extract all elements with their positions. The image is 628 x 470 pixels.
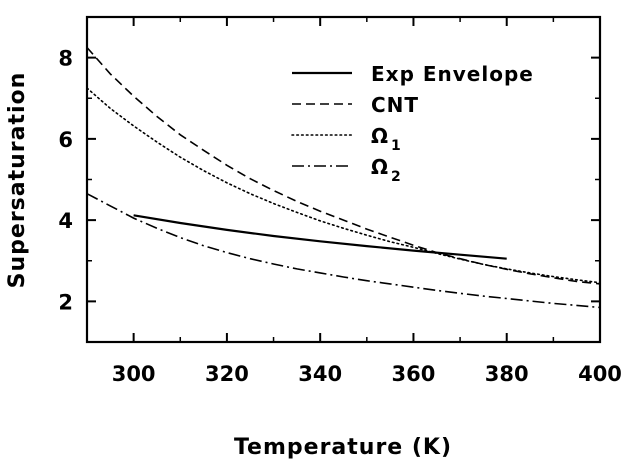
series-line-3	[86, 87, 601, 284]
x-tick-label: 320	[205, 362, 249, 386]
series-line-1	[133, 214, 507, 260]
x-axis-label: Temperature (K)	[234, 435, 452, 460]
x-tick-label: 300	[112, 362, 156, 386]
plot-series	[86, 46, 601, 309]
series-line-4	[86, 192, 601, 309]
legend-subscript-3: 1	[391, 138, 402, 154]
y-tick-label: 4	[58, 209, 73, 233]
legend-subscript-4: 2	[391, 169, 402, 185]
y-axis-label: Supersaturation	[5, 72, 30, 289]
y-axis-ticks: 2 4 6 8	[58, 16, 600, 343]
legend-label-2: CNT	[371, 93, 419, 117]
x-tick-label: 360	[392, 362, 436, 386]
legend: Exp Envelope CNT Ω 1Ω 2	[291, 62, 534, 185]
y-tick-label: 2	[58, 290, 73, 314]
legend-label-1: Exp Envelope	[371, 62, 534, 86]
x-tick-label: 400	[578, 362, 622, 386]
y-tick-label: 6	[58, 128, 73, 152]
x-tick-label: 380	[485, 362, 529, 386]
x-axis-ticks: 300 320 340 360 380 400	[112, 17, 622, 386]
x-tick-label: 340	[298, 362, 342, 386]
y-tick-label: 8	[58, 47, 73, 71]
